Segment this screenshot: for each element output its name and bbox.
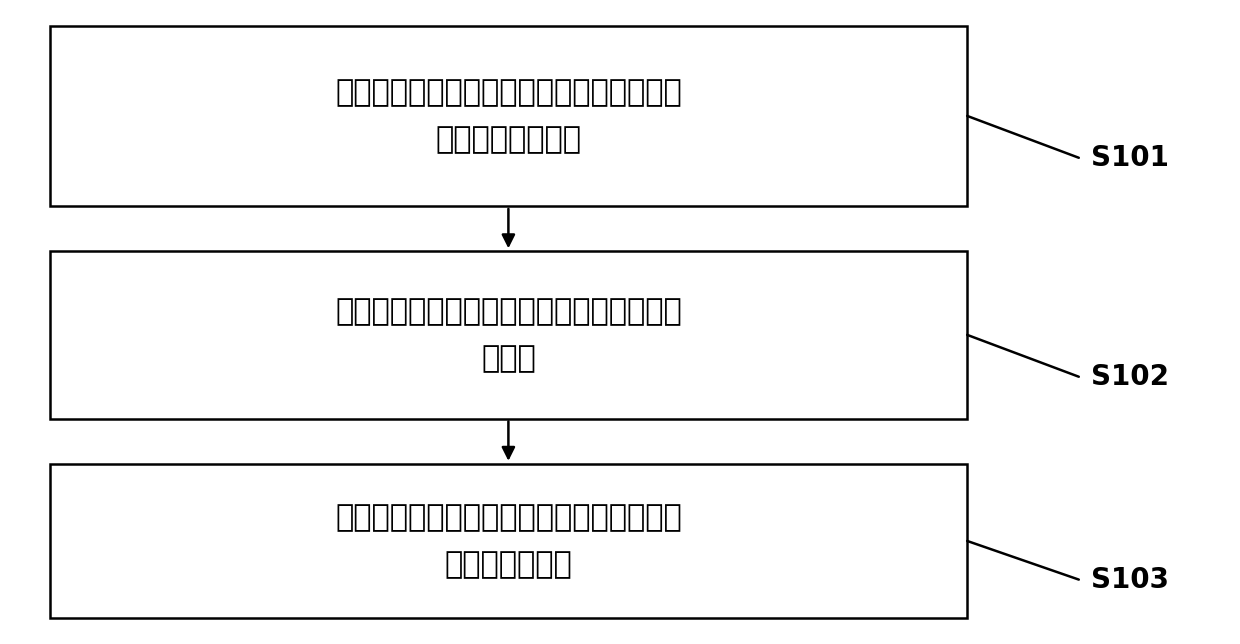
Text: 利用多个光流传感器获取光学图像，得到连
续的二维图像流。: 利用多个光流传感器获取光学图像，得到连 续的二维图像流。 [335,78,682,154]
Text: 根据所述二维图像流，计算出对应的光流测
量值。: 根据所述二维图像流，计算出对应的光流测 量值。 [335,297,682,373]
Text: 将所述光流测量值进行线性变换，得到对应
的三维角增量。: 将所述光流测量值进行线性变换，得到对应 的三维角增量。 [335,503,682,579]
Bar [50,464,967,618]
Bar [50,251,967,419]
Text: S103: S103 [1091,565,1169,594]
Text: S101: S101 [1091,144,1169,172]
Bar [50,26,967,206]
Text: S102: S102 [1091,363,1169,391]
